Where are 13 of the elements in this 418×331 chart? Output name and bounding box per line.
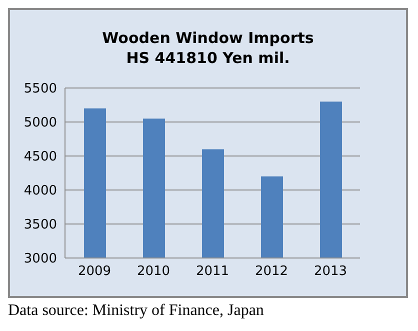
x-tick-label: 2011 <box>196 264 230 280</box>
y-tick-label: 4000 <box>24 184 57 199</box>
y-tick-label: 4500 <box>24 150 57 165</box>
chart-title: Wooden Window Imports HS 441810 Yen mil. <box>101 28 315 68</box>
y-tick-label: 5500 <box>24 82 57 97</box>
y-tick-label: 3500 <box>24 218 57 233</box>
x-tick-label: 2009 <box>78 264 112 280</box>
x-tick-label: 2013 <box>314 264 348 280</box>
y-tick-label: 5000 <box>24 116 57 131</box>
x-tick-label: 2012 <box>254 264 288 280</box>
source-note: Data source: Ministry of Finance, Japan <box>8 302 265 320</box>
x-tick-label: 2010 <box>136 264 170 280</box>
y-tick-label: 3000 <box>24 252 57 267</box>
